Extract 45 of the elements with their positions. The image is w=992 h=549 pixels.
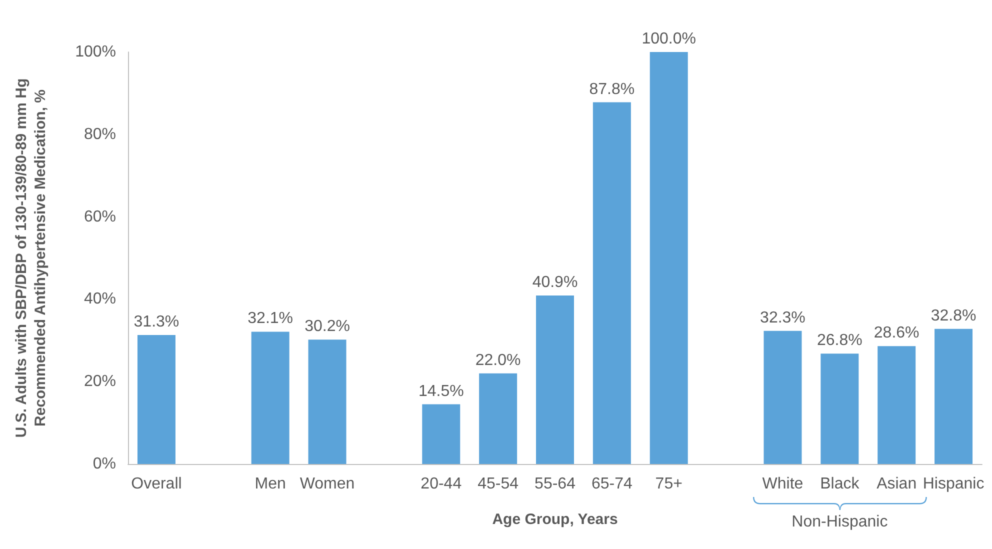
y-tick-label: 0% [92,456,116,472]
data-label: 32.3% [760,309,806,326]
x-tick-label: 20-44 [420,476,462,492]
bar [764,330,802,464]
y-tick-label: 100% [75,44,116,60]
data-label: 14.5% [418,382,464,400]
bar [878,346,916,464]
x-tick-label: Men [254,476,286,492]
x-tick-label: Asian [876,476,917,492]
data-label: 40.9% [532,274,578,291]
x-tick-label: 45-54 [478,476,519,492]
bar [592,102,631,464]
y-tick-label: 20% [84,373,116,390]
bar [137,335,176,464]
bar [422,404,460,464]
x-tick-label: 65-74 [591,476,632,492]
x-tick-label: Hispanic [922,476,984,492]
data-label: 22.0% [475,352,521,369]
y-tick-label: 80% [84,126,116,143]
bar [251,332,290,464]
x-tick-label: Women [300,476,355,492]
bar [479,373,518,464]
y-tick-label: 40% [84,290,116,308]
bar [536,295,574,464]
data-label: 26.8% [816,332,862,350]
y-axis-title: U.S. Adults with SBP/DBP of 130-139/80-89 mm Hg Recommended Antihypertensive Medication, % [13,78,49,438]
x-tick-label: Overall [131,476,182,492]
data-label: 30.2% [304,318,350,336]
data-label: 28.6% [874,324,920,342]
x-tick-label: 55-64 [534,476,576,492]
bar [934,328,973,464]
y-tick-label: 60% [84,208,116,226]
bar [650,52,688,464]
data-label: 31.3% [134,314,180,331]
data-label: 32.8% [930,307,976,324]
x-tick-label: White [762,476,804,492]
bar [308,340,346,464]
data-label: 87.8% [589,80,635,98]
bar [820,354,859,464]
x-axis-title: Age Group, Years [492,511,618,528]
text: Non-Hispanic [792,514,888,530]
x-tick-label: 75+ [655,476,682,492]
data-label: 100.0% [642,30,696,48]
data-label: 32.1% [248,310,294,328]
x-tick-label: Black [820,476,860,492]
